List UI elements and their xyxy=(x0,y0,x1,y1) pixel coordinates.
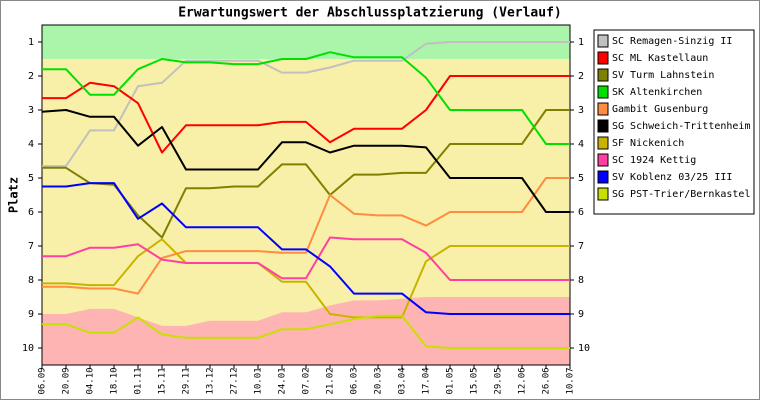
y2-tick-label: 4 xyxy=(578,139,584,150)
y-tick-label: 2 xyxy=(28,71,34,82)
series-line xyxy=(42,238,570,319)
series-line xyxy=(42,51,570,145)
series-line xyxy=(42,236,570,281)
y-tick-label: 7 xyxy=(28,241,34,252)
x-tick-label: 13.12 xyxy=(206,367,216,394)
y2-tick-label: 10 xyxy=(578,343,590,354)
legend-swatch xyxy=(597,170,609,184)
y2-tick-label: 9 xyxy=(578,309,584,320)
legend-swatch xyxy=(597,34,609,48)
x-tick-label: 10.07 xyxy=(566,367,576,394)
legend-swatch xyxy=(597,102,609,116)
y-tick-label: 1 xyxy=(28,37,34,48)
y-tick-label: 3 xyxy=(28,105,34,116)
series-line xyxy=(42,182,570,315)
series-line xyxy=(42,41,570,168)
legend-label: SG Schweich-Trittenheim xyxy=(612,121,750,132)
legend-label: SC Remagen-Sinzig II xyxy=(612,36,732,47)
x-tick-label: 01.11 xyxy=(134,367,144,394)
series-line xyxy=(41,109,570,213)
y2-tick-label: 8 xyxy=(578,275,584,286)
legend-label: SV Koblenz 03/25 III xyxy=(612,172,732,183)
y2-tick-label: 3 xyxy=(578,105,584,116)
legend-swatch xyxy=(597,136,609,150)
chart-title: Erwartungswert der Abschlussplatzierung … xyxy=(178,6,562,21)
x-tick-label: 15.05 xyxy=(470,367,480,394)
legend-label: SF Nickenich xyxy=(612,138,684,149)
legend-box xyxy=(593,29,755,215)
y-tick-label: 6 xyxy=(28,207,34,218)
x-tick-label: 06.03 xyxy=(350,367,360,394)
y-tick-label: 8 xyxy=(28,275,34,286)
legend-label: SC 1924 Kettig xyxy=(612,155,696,166)
legend-label: SC ML Kastellaun xyxy=(612,53,708,64)
y-axis-label: Platz xyxy=(7,177,21,213)
y-tick-label: 5 xyxy=(28,173,34,184)
x-tick-label: 29.05 xyxy=(494,367,504,394)
x-tick-label: 29.11 xyxy=(182,367,192,394)
legend-swatch xyxy=(597,68,609,82)
y-tick-label: 4 xyxy=(28,139,34,150)
legend-swatch xyxy=(597,85,609,99)
y2-tick-label: 7 xyxy=(578,241,584,252)
x-tick-label: 10.01 xyxy=(254,367,264,394)
x-tick-label: 07.02 xyxy=(302,367,312,394)
y2-tick-label: 1 xyxy=(578,37,584,48)
x-tick-label: 01.05 xyxy=(446,367,456,394)
legend-swatch xyxy=(597,153,609,167)
x-tick-label: 24.01 xyxy=(278,367,288,394)
x-tick-label: 21.02 xyxy=(326,367,336,394)
legend-swatch xyxy=(597,119,609,133)
y2-tick-label: 6 xyxy=(578,207,584,218)
x-tick-label: 17.04 xyxy=(422,367,432,394)
y-tick-label: 9 xyxy=(28,309,34,320)
series-line xyxy=(42,75,570,154)
y2-tick-label: 2 xyxy=(578,71,584,82)
legend-label: SV Turm Lahnstein xyxy=(612,70,714,81)
x-tick-label: 03.04 xyxy=(398,367,408,394)
x-tick-label: 20.03 xyxy=(374,367,384,394)
x-tick-label: 15.11 xyxy=(158,367,168,394)
x-tick-label: 04.10 xyxy=(86,367,96,394)
series-line xyxy=(42,314,570,349)
x-tick-label: 20.09 xyxy=(62,367,72,394)
legend-swatch xyxy=(597,51,609,65)
x-tick-label: 27.12 xyxy=(230,367,240,394)
x-tick-label: 12.06 xyxy=(518,367,528,394)
legend-swatch xyxy=(597,187,609,201)
y-tick-label: 10 xyxy=(22,343,34,354)
y2-tick-label: 5 xyxy=(578,173,584,184)
x-tick-label: 26.06 xyxy=(542,367,552,394)
x-tick-label: 06.09 xyxy=(38,367,48,394)
legend-label: SG PST-Trier/Bernkastel xyxy=(612,189,750,200)
series-line xyxy=(42,177,570,295)
legend-label: SK Altenkirchen xyxy=(612,87,702,98)
x-tick-label: 18.10 xyxy=(110,367,120,394)
legend-label: Gambit Gusenburg xyxy=(612,104,708,115)
